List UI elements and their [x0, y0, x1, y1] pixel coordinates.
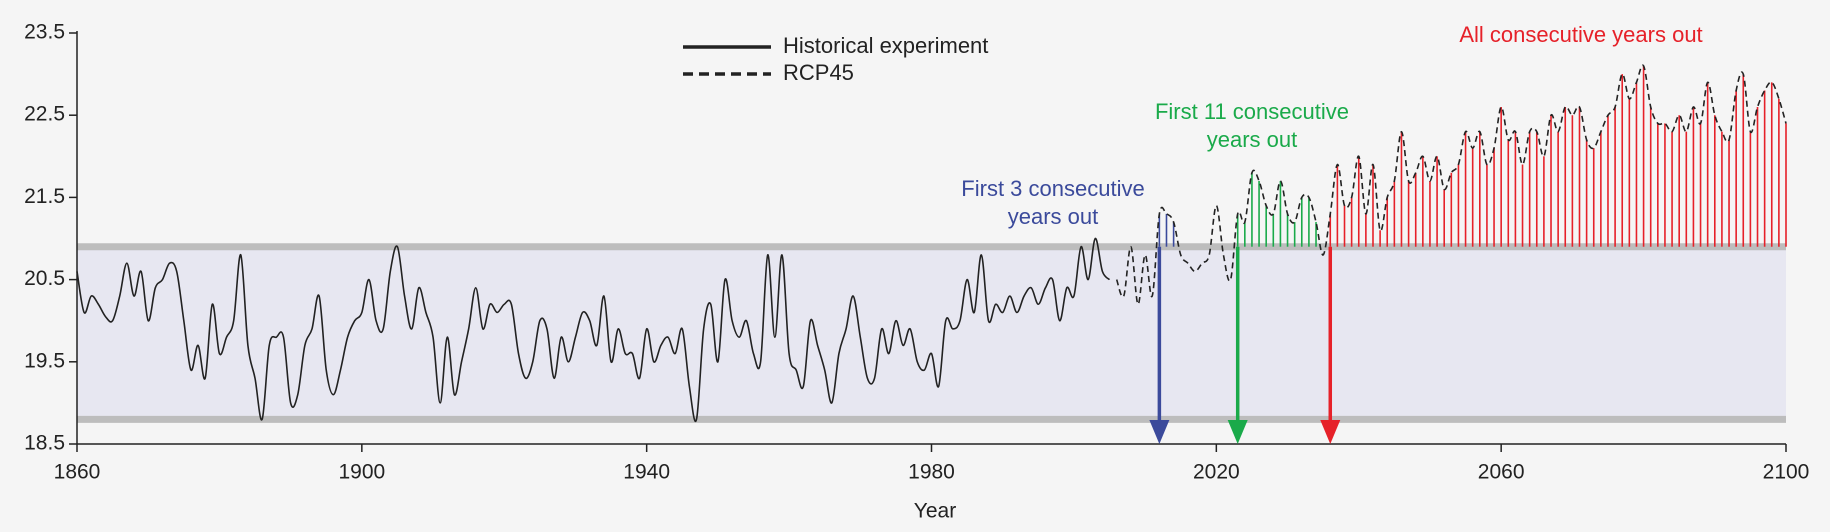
annotation: All consecutive years out — [1459, 22, 1702, 47]
series-line — [1115, 64, 1787, 306]
y-tick-label: 18.5 — [24, 432, 65, 455]
x-tick-label: 2060 — [1478, 461, 1525, 484]
range-band — [77, 246, 1786, 420]
arrow-head — [1227, 420, 1248, 444]
x-tick-label: 1940 — [623, 461, 670, 484]
annotation: years out — [1207, 127, 1298, 152]
y-tick-label: 22.5 — [24, 103, 65, 126]
arrow-head — [1320, 420, 1341, 444]
annotation: First 3 consecutive — [961, 176, 1144, 201]
y-tick-label: 19.5 — [24, 349, 65, 372]
y-tick-label: 20.5 — [24, 267, 65, 290]
x-axis-label: Year — [914, 500, 956, 523]
x-tick-label: 2020 — [1193, 461, 1240, 484]
annotation: years out — [1008, 204, 1099, 229]
arrow-head — [1149, 420, 1170, 444]
legend-label: Historical experiment — [783, 33, 988, 58]
y-tick-label: 21.5 — [24, 185, 65, 208]
y-tick-label: 23.5 — [24, 21, 65, 44]
x-tick-label: 1980 — [908, 461, 955, 484]
legend-label: RCP45 — [783, 60, 854, 85]
x-tick-label: 1860 — [54, 461, 101, 484]
x-tick-label: 2100 — [1763, 461, 1810, 484]
annotation: First 11 consecutive — [1155, 99, 1349, 124]
series-line — [76, 237, 1111, 423]
x-tick-label: 1900 — [338, 461, 385, 484]
